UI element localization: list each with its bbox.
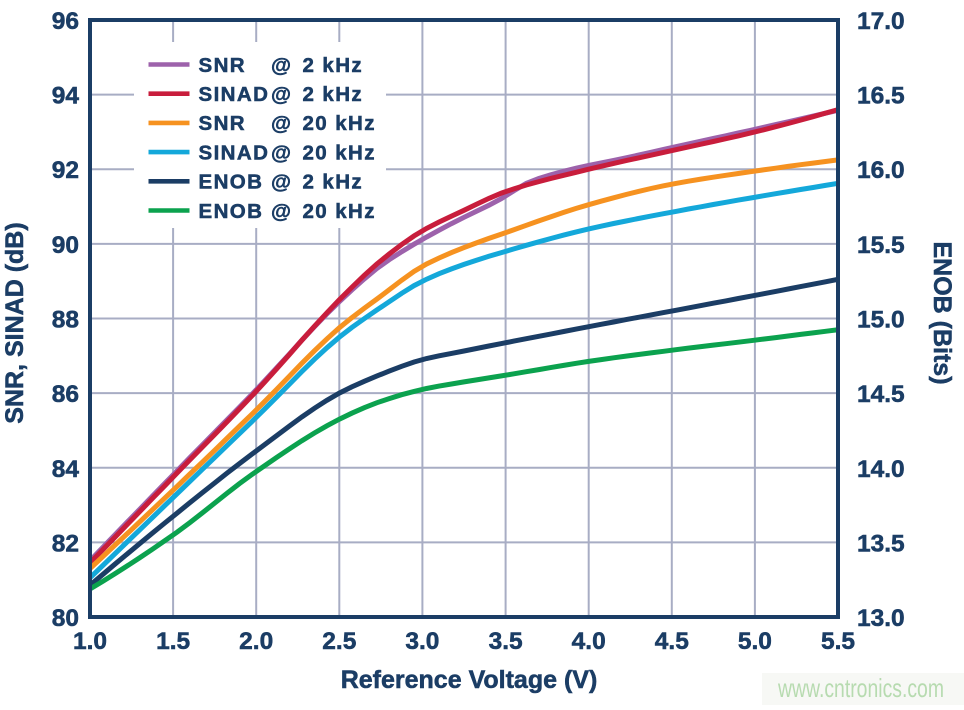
svg-text:80: 80 [52, 605, 79, 632]
svg-text:1.0: 1.0 [73, 628, 107, 655]
svg-text:14.5: 14.5 [857, 381, 905, 408]
svg-text:ENOB (Bits): ENOB (Bits) [928, 241, 956, 384]
svg-text:SNR@20 kHz: SNR @20 kHz [199, 112, 376, 135]
svg-text:88: 88 [52, 307, 79, 334]
svg-text:4.0: 4.0 [572, 628, 606, 655]
svg-text:2.5: 2.5 [322, 628, 356, 655]
svg-text:4.5: 4.5 [655, 628, 689, 655]
svg-text:5.0: 5.0 [738, 628, 772, 655]
svg-text:ENOB@2 kHz: ENOB @2 kHz [199, 171, 364, 194]
svg-text:SINAD@2 kHz: SINAD@ 2 kHz [199, 83, 364, 106]
svg-text:SNR@2 kHz: SNR @2 kHz [199, 54, 364, 77]
svg-text:90: 90 [52, 232, 79, 259]
svg-text:ENOB@20 kHz: ENOB @20 kHz [199, 200, 376, 223]
svg-text:www.cntronics.com: www.cntronics.com [777, 673, 944, 703]
svg-text:1.5: 1.5 [156, 628, 190, 655]
svg-text:3.5: 3.5 [489, 628, 523, 655]
svg-text:2.0: 2.0 [239, 628, 273, 655]
svg-text:SNR, SINAD (dB): SNR, SINAD (dB) [1, 222, 29, 423]
svg-text:16.5: 16.5 [857, 83, 905, 110]
svg-text:14.0: 14.0 [857, 456, 905, 483]
svg-text:96: 96 [52, 8, 79, 35]
svg-text:13.0: 13.0 [857, 605, 905, 632]
svg-text:SINAD@20 kHz: SINAD@ 20 kHz [199, 141, 376, 164]
svg-text:82: 82 [52, 530, 79, 557]
svg-text:15.0: 15.0 [857, 307, 905, 334]
svg-text:94: 94 [52, 83, 80, 110]
svg-text:3.0: 3.0 [405, 628, 439, 655]
svg-text:86: 86 [52, 381, 79, 408]
svg-text:15.5: 15.5 [857, 232, 905, 259]
svg-text:92: 92 [52, 157, 79, 184]
svg-text:84: 84 [52, 456, 80, 483]
svg-text:13.5: 13.5 [857, 530, 905, 557]
svg-text:Reference Voltage (V): Reference Voltage (V) [341, 666, 598, 694]
svg-text:16.0: 16.0 [857, 157, 905, 184]
svg-text:5.5: 5.5 [821, 628, 855, 655]
svg-text:17.0: 17.0 [857, 8, 905, 35]
